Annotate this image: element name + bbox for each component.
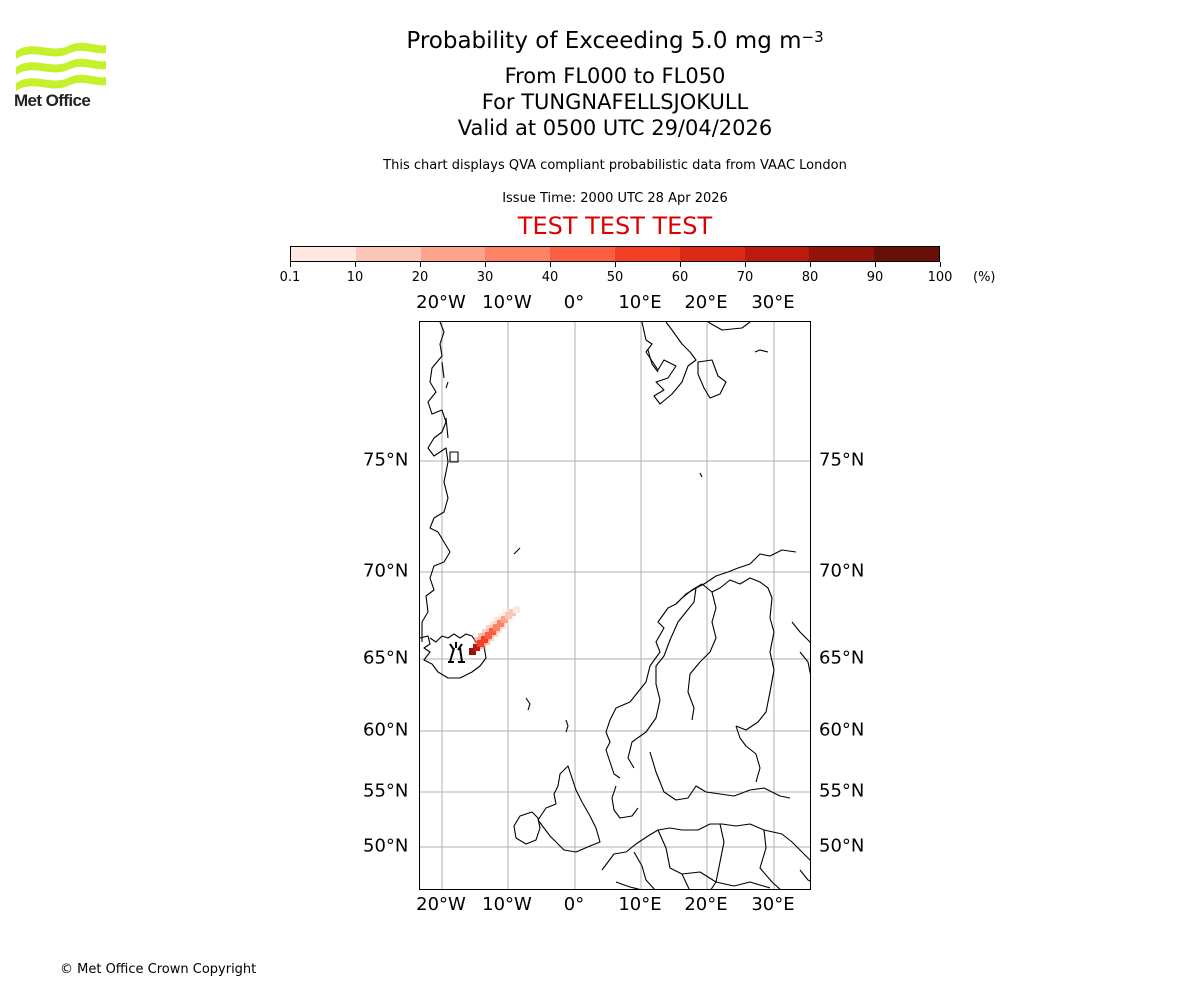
colorbar-tick <box>420 262 421 267</box>
colorbar-tick-label: 40 <box>541 270 559 285</box>
colorbar-tick-label: 0.1 <box>279 270 301 285</box>
latitude-label: 50°N <box>819 835 865 857</box>
longitude-label: 30°E <box>751 894 795 915</box>
colorbar-tick <box>355 262 356 267</box>
copyright-footer: © Met Office Crown Copyright <box>60 962 257 977</box>
colorbar-tick-label: 20 <box>411 270 429 285</box>
volcano-icon <box>448 642 465 663</box>
longitude-label: 20°E <box>684 292 728 313</box>
latitude-label: 75°N <box>819 449 865 471</box>
latitude-label: 75°N <box>363 449 409 471</box>
volcano-name: For TUNGNAFELLSJOKULL <box>481 90 749 114</box>
latitude-label: 55°N <box>819 780 865 802</box>
colorbar-tick <box>290 262 291 267</box>
colorbar-segment <box>291 247 356 261</box>
chart-title: Probability of Exceeding 5.0 mg m−3 <box>300 26 930 56</box>
coastlines <box>420 322 810 889</box>
valid-time: Valid at 0500 UTC 29/04/2026 <box>457 116 773 140</box>
colorbar-tick-label: 70 <box>736 270 754 285</box>
longitude-label: 0° <box>563 292 585 313</box>
flight-levels: From FL000 to FL050 <box>504 64 726 88</box>
issue-time: Issue Time: 2000 UTC 28 Apr 2026 <box>502 191 728 206</box>
colorbar-tick-label: 10 <box>346 270 364 285</box>
colorbar-tick <box>485 262 486 267</box>
colorbar-segment <box>420 247 486 261</box>
colorbar-tick <box>550 262 551 267</box>
map-panel[interactable] <box>419 321 811 890</box>
colorbar-tick-label: 90 <box>866 270 884 285</box>
latitude-label: 50°N <box>363 835 409 857</box>
test-banner: TEST TEST TEST <box>517 212 713 240</box>
colorbar-tick <box>940 262 941 267</box>
colorbar-tick <box>680 262 681 267</box>
colorbar-segment <box>744 247 810 261</box>
longitude-label: 30°E <box>751 292 795 313</box>
latitude-label: 60°N <box>819 719 865 741</box>
latitude-label: 60°N <box>363 719 409 741</box>
met-office-logo-icon <box>16 42 106 91</box>
colorbar-segment <box>679 247 745 261</box>
colorbar-tick-label: 80 <box>801 270 819 285</box>
longitude-label: 20°W <box>416 894 466 915</box>
longitude-label: 20°E <box>684 894 728 915</box>
ash-probability-plume <box>469 606 520 655</box>
latitude-label: 65°N <box>819 647 865 669</box>
map-canvas <box>420 322 810 889</box>
colorbar-tick <box>810 262 811 267</box>
colorbar <box>290 246 940 262</box>
longitude-label: 20°W <box>416 292 466 313</box>
colorbar-tick <box>615 262 616 267</box>
colorbar-segment <box>614 247 680 261</box>
longitude-label: 10°E <box>618 894 662 915</box>
longitude-label: 0° <box>563 894 585 915</box>
colorbar-segment <box>485 247 551 261</box>
title-superscript: −3 <box>801 28 824 46</box>
longitude-label: 10°W <box>482 894 532 915</box>
title-text: Probability of Exceeding 5.0 mg m <box>406 28 802 54</box>
data-source-note: This chart displays QVA compliant probab… <box>383 158 847 173</box>
colorbar-segment <box>809 247 875 261</box>
latitude-label: 65°N <box>363 647 409 669</box>
latitude-label: 70°N <box>819 560 865 582</box>
colorbar-tick <box>875 262 876 267</box>
colorbar-tick-label: 100 <box>927 270 953 285</box>
colorbar-tick-label: 30 <box>476 270 494 285</box>
colorbar-tick-label: 50 <box>606 270 624 285</box>
colorbar-segment <box>550 247 615 261</box>
colorbar-tick <box>745 262 746 267</box>
longitude-label: 10°W <box>482 292 532 313</box>
colorbar-segment <box>355 247 421 261</box>
colorbar-segment <box>874 247 939 261</box>
longitude-label: 10°E <box>618 292 662 313</box>
colorbar-unit: (%) <box>973 270 996 285</box>
latitude-label: 70°N <box>363 560 409 582</box>
gridlines <box>420 322 810 889</box>
logo-text: Met Office <box>14 91 91 110</box>
latitude-label: 55°N <box>363 780 409 802</box>
colorbar-tick-label: 60 <box>671 270 689 285</box>
